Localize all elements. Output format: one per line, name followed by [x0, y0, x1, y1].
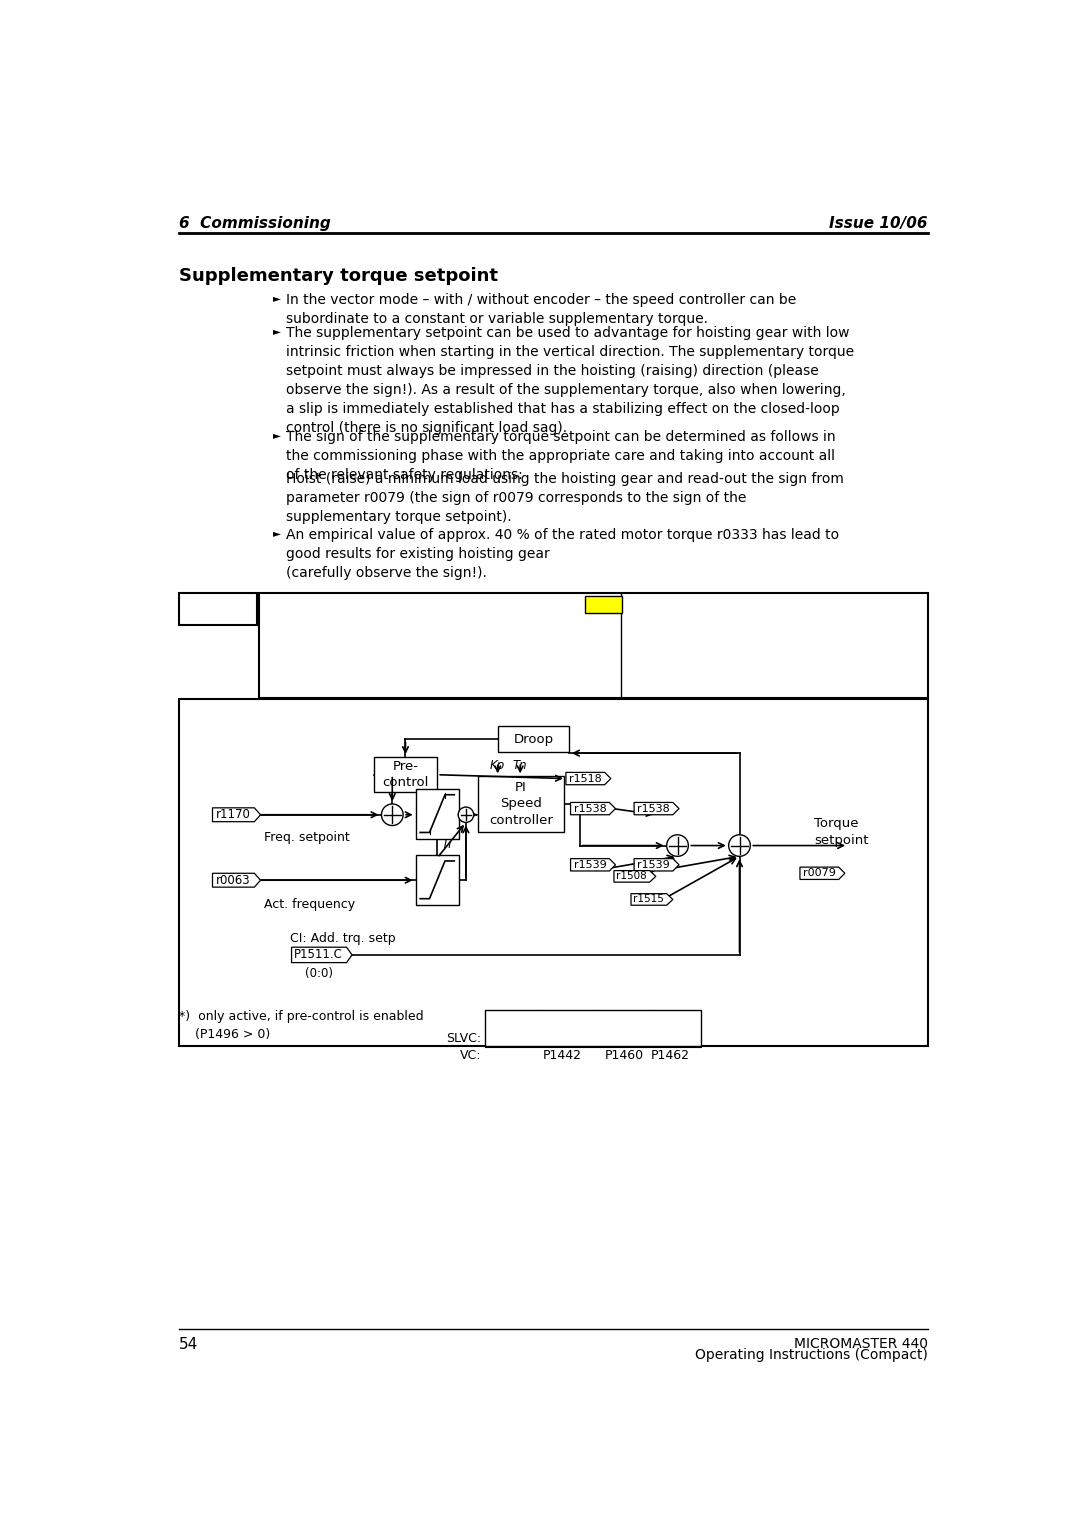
- Text: setpoint.: setpoint.: [266, 630, 324, 642]
- Bar: [416, 854, 459, 905]
- Text: Issue 10/06: Issue 10/06: [829, 215, 928, 231]
- Bar: [416, 788, 459, 839]
- Text: P1470: P1470: [605, 1031, 645, 1045]
- Text: *)  only active, if pre-control is enabled
    (P1496 > 0): *) only active, if pre-control is enable…: [179, 1010, 423, 1041]
- Bar: [179, 593, 257, 625]
- Text: 2890: 2890: [629, 628, 662, 642]
- Text: r1538: r1538: [637, 804, 670, 813]
- Text: r1539: r1539: [637, 860, 670, 869]
- Text: Kp: Kp: [490, 758, 505, 772]
- Polygon shape: [800, 866, 845, 880]
- Text: r1539: r1539: [573, 860, 606, 869]
- Text: Selects the source of the supplementary torque: Selects the source of the supplementary …: [266, 616, 584, 630]
- Text: Operating Instructions (Compact): Operating Instructions (Compact): [694, 1348, 928, 1363]
- Text: Supplementary torque setpoint: Supplementary torque setpoint: [179, 266, 498, 284]
- Text: 755.1: 755.1: [629, 657, 666, 669]
- Circle shape: [381, 804, 403, 825]
- Text: The sign of the supplementary torque setpoint can be determined as follows in
th: The sign of the supplementary torque set…: [286, 429, 836, 481]
- Text: r1170: r1170: [216, 808, 251, 821]
- Bar: [485, 1010, 701, 1045]
- Text: USS (COM link): USS (COM link): [681, 685, 781, 698]
- Polygon shape: [292, 947, 352, 963]
- Polygon shape: [634, 802, 679, 814]
- Text: ►: ►: [273, 529, 281, 538]
- Text: ►: ►: [273, 293, 281, 304]
- Text: Droop: Droop: [513, 733, 553, 746]
- Text: Analog input 2: Analog input 2: [681, 657, 779, 669]
- Text: CB (e.g. PROFIBUS): CB (e.g. PROFIBUS): [681, 700, 810, 712]
- Bar: [498, 726, 569, 752]
- Text: P1462: P1462: [650, 1048, 689, 1062]
- Text: r1515: r1515: [633, 894, 664, 905]
- Polygon shape: [570, 859, 616, 871]
- Text: 2889: 2889: [629, 614, 662, 626]
- Text: ►: ►: [273, 325, 281, 336]
- Bar: [477, 776, 565, 831]
- Text: An empirical value of approx. 40 % of the rated motor torque r0333 has lead to
g: An empirical value of approx. 40 % of th…: [286, 529, 839, 581]
- Text: PI
Speed
controller: PI Speed controller: [489, 781, 553, 827]
- Text: CI: Supplementary torque setpoint: CI: Supplementary torque setpoint: [266, 597, 553, 611]
- Polygon shape: [634, 859, 679, 871]
- Text: P1460: P1460: [605, 1048, 645, 1062]
- Circle shape: [666, 834, 688, 856]
- Text: P1442: P1442: [542, 1048, 581, 1062]
- Text: Fixed setpoint 1 as a %: Fixed setpoint 1 as a %: [681, 614, 836, 626]
- Text: r1538: r1538: [573, 804, 606, 813]
- Text: Hoist (raise) a minimum load using the hoisting gear and read-out the sign from
: Hoist (raise) a minimum load using the h…: [286, 472, 843, 524]
- Text: r0063: r0063: [216, 874, 251, 886]
- Text: VC:: VC:: [460, 1048, 482, 1062]
- Text: r1508: r1508: [617, 871, 647, 882]
- Text: −: −: [381, 811, 391, 825]
- Text: 54: 54: [179, 1337, 199, 1352]
- Bar: [179, 700, 928, 1045]
- Text: 6  Commissioning: 6 Commissioning: [179, 215, 330, 231]
- Text: (0:0): (0:0): [305, 967, 333, 979]
- Bar: [584, 596, 622, 613]
- Text: 2015. 2: 2015. 2: [629, 671, 679, 683]
- Text: CI: Add. trq. setp: CI: Add. trq. setp: [291, 932, 395, 944]
- Text: The supplementary setpoint can be used to advantage for hoisting gear with low
i: The supplementary setpoint can be used t…: [286, 325, 854, 434]
- Text: r0079: r0079: [802, 868, 836, 879]
- Text: In the vector mode – with / without encoder – the speed controller can be
subord: In the vector mode – with / without enco…: [286, 293, 796, 327]
- Text: 0:0: 0:0: [590, 597, 617, 613]
- Polygon shape: [213, 808, 260, 822]
- Polygon shape: [631, 894, 673, 905]
- Text: Frequent settings:: Frequent settings:: [629, 597, 782, 611]
- Text: ►: ►: [273, 429, 281, 440]
- Text: 2018. 2: 2018. 2: [629, 685, 679, 698]
- Text: P1472: P1472: [650, 1031, 689, 1045]
- Text: USS (BOP link): USS (BOP link): [681, 671, 778, 683]
- Text: P1452: P1452: [542, 1031, 582, 1045]
- Text: Fixed setpoint 2 as a %: Fixed setpoint 2 as a %: [681, 628, 836, 642]
- Text: 2050. 2: 2050. 2: [629, 700, 679, 712]
- Text: P1511.C: P1511.C: [294, 949, 343, 961]
- Polygon shape: [213, 874, 260, 888]
- Text: −: −: [461, 814, 469, 825]
- Text: P1511=...: P1511=...: [181, 602, 254, 616]
- Bar: [259, 593, 928, 698]
- Polygon shape: [613, 871, 656, 882]
- Text: Ti: Ti: [556, 1012, 568, 1025]
- Text: Analog input 1: Analog input 1: [681, 642, 779, 656]
- Circle shape: [729, 834, 751, 856]
- Text: Torque
setpoint: Torque setpoint: [814, 816, 868, 847]
- Text: SLVC:: SLVC:: [446, 1031, 482, 1045]
- Text: MICROMASTER 440: MICROMASTER 440: [794, 1337, 928, 1351]
- Text: Kp: Kp: [617, 1012, 633, 1025]
- Polygon shape: [566, 773, 611, 785]
- Text: Pre-
control: Pre- control: [382, 759, 429, 790]
- Text: 755.0: 755.0: [629, 642, 666, 656]
- Bar: [374, 756, 437, 793]
- Text: Tn: Tn: [662, 1012, 677, 1025]
- Text: Ti: Ti: [442, 839, 451, 851]
- Text: Tn: Tn: [513, 758, 527, 772]
- Text: Act. frequency: Act. frequency: [264, 898, 354, 911]
- Text: r1518: r1518: [569, 773, 602, 784]
- Text: Freq. setpoint: Freq. setpoint: [264, 831, 350, 843]
- Polygon shape: [570, 802, 616, 814]
- Circle shape: [458, 807, 474, 822]
